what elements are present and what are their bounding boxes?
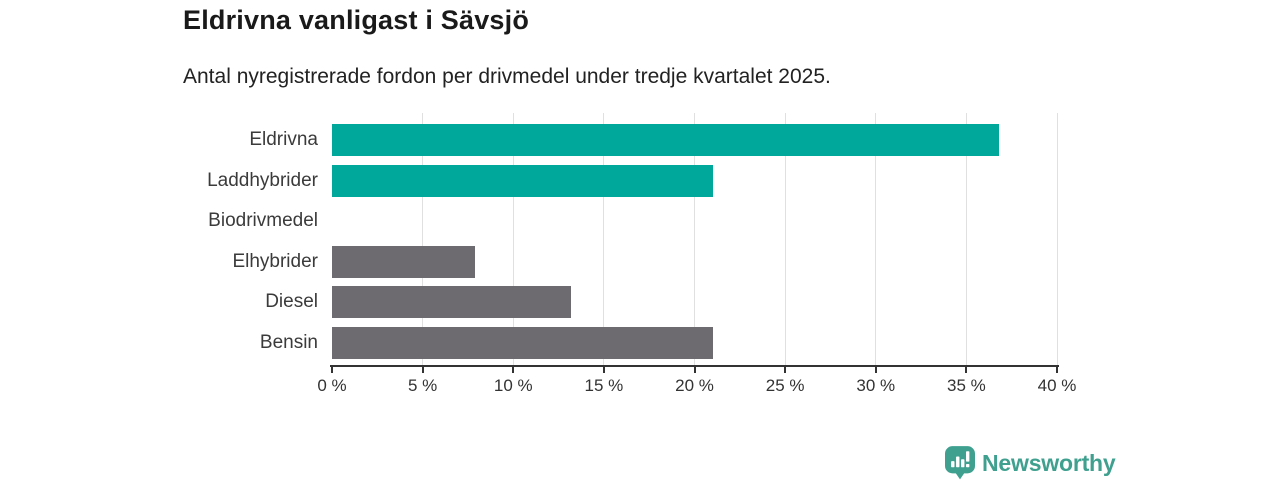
newsworthy-logo-text: Newsworthy — [982, 449, 1116, 476]
category-label: Elhybrider — [232, 251, 318, 272]
x-axis-tick-label: 0 % — [317, 376, 347, 395]
x-axis-tick — [874, 367, 877, 373]
gridline — [603, 113, 605, 365]
gridline — [422, 113, 424, 365]
x-axis-tick — [331, 367, 333, 373]
x-axis-tick-label: 10 % — [493, 376, 533, 395]
x-axis-tick-label: 25 % — [765, 376, 805, 395]
chart-title: Eldrivna vanligast i Sävsjö — [183, 5, 530, 35]
gridline — [512, 113, 514, 365]
bar-elhybrider — [332, 246, 476, 278]
x-axis-tick — [512, 367, 515, 373]
x-axis-tick — [602, 367, 605, 373]
gridline — [965, 113, 967, 365]
category-label: Diesel — [265, 291, 318, 312]
bar-eldrivna — [332, 124, 999, 156]
x-axis-tick — [421, 367, 424, 373]
bar-diesel — [332, 286, 572, 318]
category-label: Laddhybrider — [207, 170, 318, 191]
plot-area: 0 % 5 % 10 % 15 % 20 % 25 % 30 % 35 % 40 % — [317, 113, 1076, 395]
bar-bensin — [332, 327, 713, 359]
chart-area: 0 % 5 % 10 % 15 % 20 % 25 % 30 % 35 % 40 % Eldri… — [0, 113, 1280, 413]
gridline — [875, 113, 877, 365]
newsworthy-logo: Newsworthy — [945, 446, 1116, 480]
category-label: Eldrivna — [249, 129, 318, 150]
chart-subtitle: Antal nyregistrerade fordon per drivmede… — [183, 65, 831, 88]
x-axis-tick-label: 15 % — [584, 376, 624, 395]
x-axis-tick — [693, 367, 696, 373]
category-label: Bensin — [259, 332, 318, 353]
category-label: Biodrivmedel — [208, 210, 318, 231]
x-axis-tick — [1056, 367, 1058, 373]
x-axis-tick-label: 5 % — [407, 376, 438, 395]
newsworthy-logo-icon — [945, 446, 975, 480]
x-axis-tick-label: 30 % — [856, 376, 896, 395]
gridline — [1056, 113, 1058, 365]
gridline — [694, 113, 695, 365]
bar-laddhybrider — [332, 165, 713, 197]
x-axis-tick — [784, 367, 787, 373]
x-axis-tick — [965, 367, 968, 373]
x-axis-tick-label: 40 % — [1037, 376, 1077, 395]
x-axis-tick-label: 35 % — [947, 376, 986, 395]
x-axis-tick-label: 20 % — [675, 376, 714, 395]
x-axis-line — [330, 365, 1059, 367]
gridline — [784, 113, 786, 365]
